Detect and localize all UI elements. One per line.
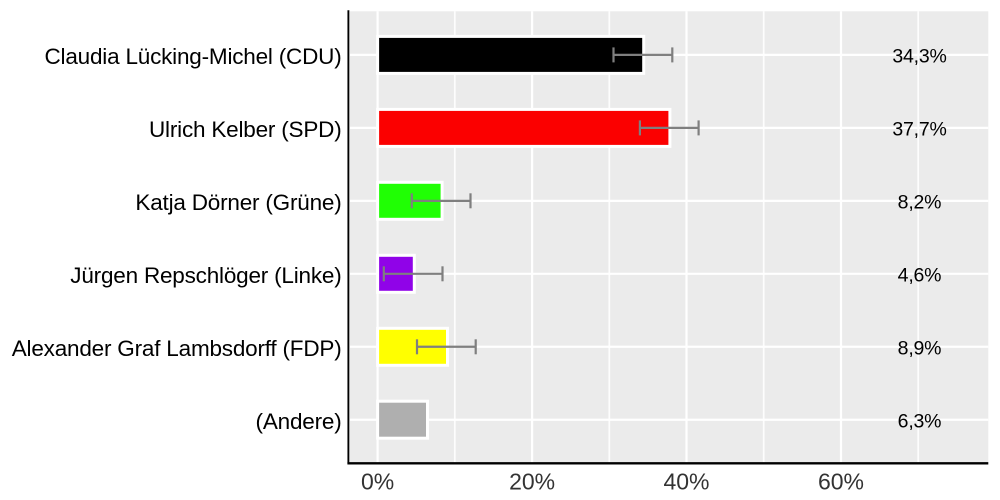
svg-text:0%: 0%	[361, 469, 394, 495]
svg-text:Katja Dörner (Grüne): Katja Dörner (Grüne)	[135, 190, 341, 215]
svg-text:Alexander Graf Lambsdorff (FDP: Alexander Graf Lambsdorff (FDP)	[12, 336, 342, 361]
svg-text:Jürgen Repschlöger (Linke): Jürgen Repschlöger (Linke)	[70, 263, 341, 288]
svg-text:37,7%: 37,7%	[892, 119, 946, 141]
svg-text:34,3%: 34,3%	[892, 46, 946, 68]
svg-text:8,9%: 8,9%	[898, 338, 942, 360]
svg-text:Ulrich Kelber (SPD): Ulrich Kelber (SPD)	[149, 117, 342, 142]
svg-text:Claudia Lücking-Michel (CDU): Claudia Lücking-Michel (CDU)	[45, 44, 342, 69]
svg-text:60%: 60%	[818, 469, 864, 495]
svg-text:4,6%: 4,6%	[898, 265, 942, 287]
svg-text:40%: 40%	[663, 469, 709, 495]
svg-text:(Andere): (Andere)	[256, 409, 342, 434]
svg-text:6,3%: 6,3%	[898, 411, 942, 433]
svg-text:8,2%: 8,2%	[898, 192, 942, 214]
svg-text:20%: 20%	[509, 469, 555, 495]
